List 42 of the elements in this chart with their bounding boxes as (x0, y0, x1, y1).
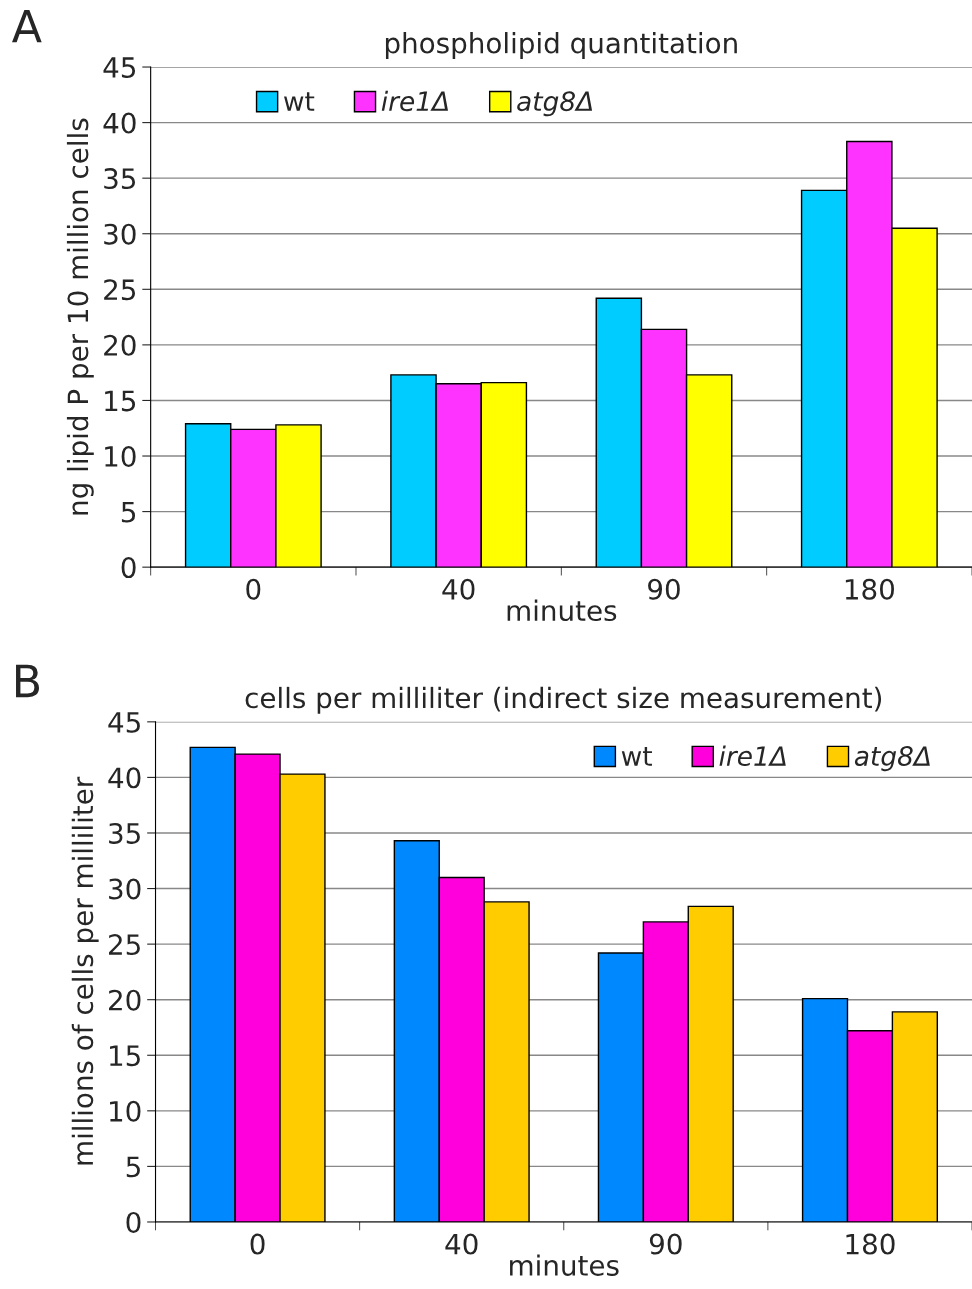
x-tick-label: 180 (845, 578, 894, 600)
y-tick-label: 5 (121, 501, 136, 523)
y-tick-label: 10 (110, 1100, 141, 1122)
x-axis-title: minutes (507, 599, 617, 622)
x-tick-label: 90 (648, 578, 680, 600)
y-tick-label: 20 (109, 989, 141, 1011)
chart-title: phospholipid quantitation (385, 32, 737, 59)
y-tick-label: 45 (103, 57, 136, 78)
legend-label: wt (284, 92, 315, 111)
x-tick-label: 0 (250, 1233, 265, 1255)
x-axis-title: minutes (510, 1254, 619, 1276)
y-tick-label: 25 (104, 279, 136, 301)
x-tick-label: 180 (846, 1233, 895, 1255)
x-tick-label: 40 (445, 1233, 478, 1255)
legend-label: ire1Δ (719, 745, 786, 767)
y-axis-title: ng lipid P per 10 million cells (66, 118, 94, 515)
text: A (12, 9, 42, 43)
y-tick-label: 15 (105, 390, 136, 412)
x-tick-label: 90 (649, 1233, 682, 1255)
y-tick-label: 10 (105, 445, 136, 467)
y-tick-label: 45 (108, 712, 140, 733)
x-tick-label: 0 (246, 578, 261, 600)
y-axis-title: millions of cells per milliliter (71, 776, 99, 1165)
y-tick-label: 5 (126, 1156, 140, 1178)
y-tick-label: 25 (109, 934, 140, 956)
legend-label: wt (621, 747, 652, 766)
legend-label: atg8Δ (854, 746, 930, 772)
chart-title: cells per milliliter (indirect size measurement) (245, 686, 882, 714)
y-tick-label: 15 (110, 1045, 140, 1067)
y-tick-label: 35 (109, 822, 140, 844)
y-tick-label: 0 (126, 1211, 141, 1233)
x-tick-label: 40 (442, 578, 475, 600)
y-tick-label: 20 (104, 334, 136, 356)
y-tick-label: 30 (104, 223, 136, 245)
legend-label: atg8Δ (517, 91, 593, 117)
legend-label: ire1Δ (381, 90, 448, 112)
y-tick-label: 40 (103, 112, 136, 134)
y-tick-label: 30 (109, 878, 141, 900)
y-tick-label: 40 (108, 767, 141, 789)
y-tick-label: 35 (104, 168, 136, 190)
y-tick-label: 0 (121, 557, 136, 579)
text: B (16, 664, 40, 698)
